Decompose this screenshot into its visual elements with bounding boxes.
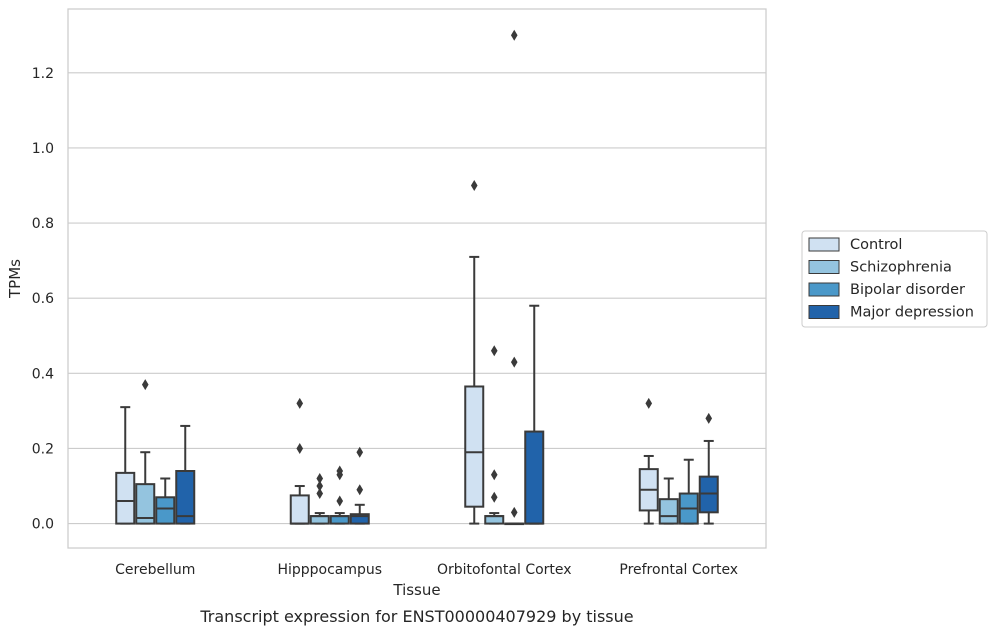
box-series xyxy=(115,29,719,526)
box-major-depression xyxy=(349,446,370,525)
legend-frame xyxy=(801,230,988,328)
box-schizophrenia xyxy=(484,345,505,525)
outlier-point xyxy=(316,480,324,492)
x-axis-ticks: Cerebellum Hipppocampus Orbitofontal Corte… xyxy=(115,562,738,578)
outlier-point xyxy=(470,180,478,192)
y-axis-label: TPMs xyxy=(6,259,24,299)
box-bipolar-disorder xyxy=(155,477,176,525)
outlier-point xyxy=(316,488,324,500)
outlier-point xyxy=(296,397,304,409)
y-tick-label: 0.4 xyxy=(32,366,54,382)
plot-frame xyxy=(67,8,767,549)
outlier-point xyxy=(490,345,498,357)
outlier-point xyxy=(510,506,518,518)
y-axis-ticks: 0.0 0.2 0.4 0.6 0.8 1.0 1.2 xyxy=(32,66,54,533)
outlier-point xyxy=(356,446,364,458)
outlier-point xyxy=(356,484,364,496)
y-tick-label: 0.2 xyxy=(32,441,54,457)
box-schizophrenia xyxy=(135,379,156,525)
outlier-point xyxy=(645,397,653,409)
box-body xyxy=(309,515,330,525)
outlier-point xyxy=(316,473,324,485)
legend-swatch xyxy=(808,282,840,297)
legend: Control Schizophrenia Bipolar disorder Majo… xyxy=(801,230,988,328)
box-body xyxy=(135,483,156,525)
outlier-point xyxy=(490,469,498,481)
legend-swatch xyxy=(808,237,840,252)
box-body xyxy=(115,471,136,525)
gridlines xyxy=(68,72,766,525)
box-bipolar-disorder xyxy=(504,29,525,526)
box-body xyxy=(658,498,679,525)
outlier-point xyxy=(296,442,304,454)
box-body xyxy=(175,470,196,525)
outlier-point xyxy=(705,412,713,424)
box-body xyxy=(329,515,350,525)
y-tick-label: 0.8 xyxy=(32,216,54,232)
box-body xyxy=(484,515,505,525)
x-tick-label: Hipppocampus xyxy=(277,562,382,578)
legend-label: Bipolar disorder xyxy=(850,282,965,298)
outlier-point xyxy=(490,491,498,503)
legend-swatch xyxy=(808,305,840,319)
box-bipolar-disorder xyxy=(329,465,350,525)
outlier-point xyxy=(510,29,518,41)
box-schizophrenia xyxy=(309,473,330,525)
legend-label: Major depression xyxy=(850,305,974,321)
x-tick-label: Prefrontal Cortex xyxy=(619,562,738,578)
box-major-depression xyxy=(175,424,196,525)
x-tick-label: Orbitofontal Cortex xyxy=(437,562,572,578)
box-major-depression xyxy=(524,304,545,525)
box-control xyxy=(464,180,485,525)
y-tick-label: 0.6 xyxy=(32,291,54,307)
y-tick-label: 1.0 xyxy=(32,141,54,157)
box-body xyxy=(464,385,485,508)
chart-caption: Transcript expression for ENST0000040792… xyxy=(199,607,633,626)
box-bipolar-disorder xyxy=(678,458,699,525)
legend-label: Schizophrenia xyxy=(850,260,952,276)
box-body xyxy=(289,494,310,525)
box-major-depression xyxy=(698,412,719,525)
box-body xyxy=(349,513,370,525)
x-axis-label: Tissue xyxy=(392,581,440,599)
box-body xyxy=(524,430,545,525)
box-control xyxy=(115,406,136,525)
outlier-point xyxy=(336,495,344,507)
outlier-point xyxy=(336,465,344,477)
x-tick-label: Cerebellum xyxy=(115,562,195,578)
outlier-point xyxy=(510,356,518,368)
legend-swatch xyxy=(808,260,840,274)
box-schizophrenia xyxy=(658,477,679,525)
box-control xyxy=(289,397,310,525)
y-tick-label: 1.2 xyxy=(32,66,54,82)
outlier-point xyxy=(141,379,149,391)
y-tick-label: 0.0 xyxy=(32,517,54,533)
legend-label: Control xyxy=(850,237,902,253)
box-control xyxy=(638,397,659,525)
box-body xyxy=(155,496,176,525)
